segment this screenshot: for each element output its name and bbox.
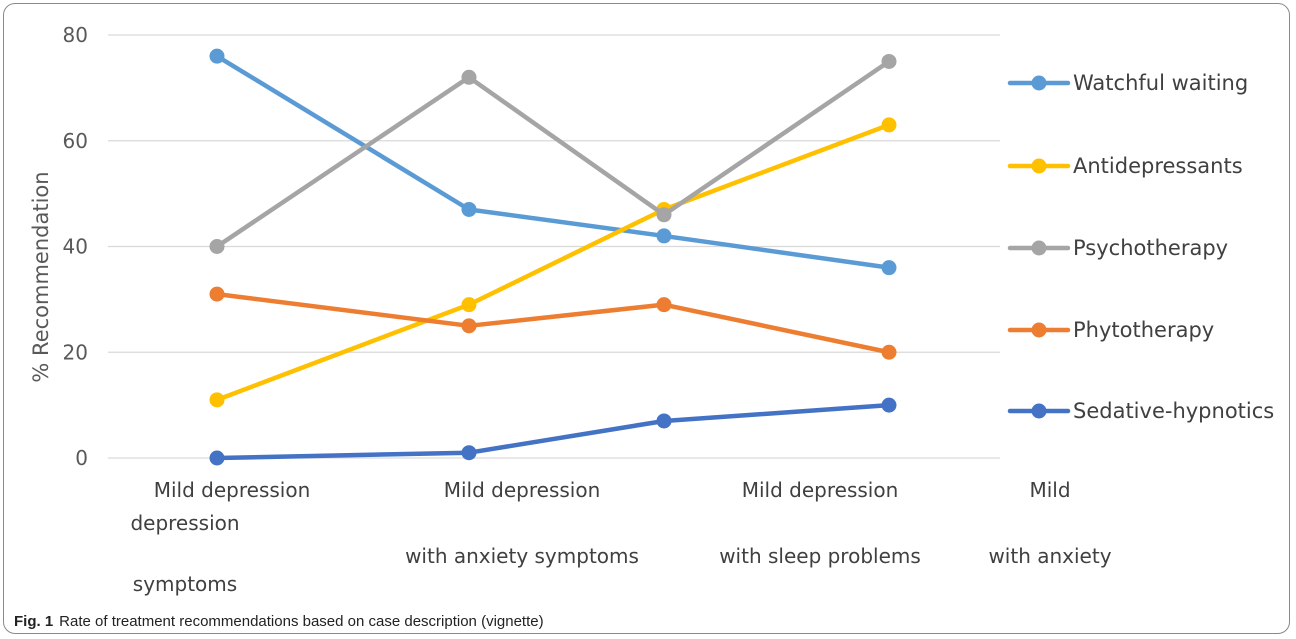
data-point xyxy=(656,413,672,429)
data-point xyxy=(881,53,897,69)
data-point xyxy=(881,117,897,133)
legend-item: Watchful waiting xyxy=(1007,71,1248,95)
data-point xyxy=(209,239,225,254)
x-category-label: with anxiety xyxy=(988,544,1111,568)
figure-caption: Fig. 1 Rate of treatment recommendations … xyxy=(14,613,544,630)
legend: Watchful waiting Antidepressants Psychothe… xyxy=(1007,71,1274,423)
y-tick-label: 40 xyxy=(63,235,88,259)
data-point xyxy=(209,48,225,64)
data-point xyxy=(209,392,225,408)
data-point xyxy=(881,344,897,360)
legend-marker xyxy=(1031,322,1047,338)
legend-marker xyxy=(1031,75,1047,91)
x-category-label: depression xyxy=(130,511,239,535)
data-point xyxy=(461,69,477,85)
legend-marker xyxy=(1031,403,1047,419)
y-tick-label: 60 xyxy=(63,129,88,153)
legend-item: Antidepressants xyxy=(1007,154,1243,178)
series-psychotherapy xyxy=(209,53,897,254)
legend-label: Antidepressants xyxy=(1073,154,1243,178)
data-point xyxy=(209,450,225,466)
data-point xyxy=(656,207,672,223)
series-phytotherapy xyxy=(209,286,897,360)
y-tick-label: 80 xyxy=(63,23,88,47)
y-tick-label: 0 xyxy=(75,446,88,470)
series-line xyxy=(214,59,892,249)
legend-marker xyxy=(1031,158,1047,174)
x-axis-categories: Mild depression depression symptoms Mild de… xyxy=(130,478,1111,596)
x-category-label: with sleep problems xyxy=(719,544,921,568)
series-line xyxy=(214,402,892,461)
data-point xyxy=(461,201,477,217)
data-point xyxy=(881,397,897,413)
series-line xyxy=(214,291,892,355)
x-category-label: Mild xyxy=(1029,478,1070,502)
data-point xyxy=(461,318,477,334)
legend-label: Psychotherapy xyxy=(1073,236,1228,260)
data-point xyxy=(656,228,672,244)
x-category-label: with anxiety symptoms xyxy=(405,544,639,568)
series-line xyxy=(214,53,892,270)
data-point xyxy=(881,260,897,276)
series-sedative-hypnotics xyxy=(209,397,897,466)
x-category-label: Mild depression xyxy=(154,478,311,502)
series-line xyxy=(214,122,892,403)
data-point xyxy=(461,297,477,313)
y-tick-label: 20 xyxy=(63,340,88,364)
caption-text: Rate of treatment recommendations based … xyxy=(59,613,544,630)
x-category-label: symptoms xyxy=(133,572,237,596)
series-layer xyxy=(209,48,897,466)
gridlines xyxy=(108,34,1000,459)
y-axis-ticks: 0 20 40 60 80 xyxy=(63,23,88,470)
legend-item: Psychotherapy xyxy=(1007,236,1228,260)
figure-frame xyxy=(3,3,1290,634)
legend-label: Watchful waiting xyxy=(1073,71,1248,95)
data-point xyxy=(209,286,225,302)
x-category-label: Mild depression xyxy=(444,478,601,502)
data-point xyxy=(656,297,672,313)
data-point xyxy=(461,445,477,461)
series-antidepressants xyxy=(209,117,897,408)
legend-label: Phytotherapy xyxy=(1073,318,1214,342)
legend-label: Sedative-hypnotics xyxy=(1073,399,1274,423)
caption-label: Fig. 1 xyxy=(14,613,54,630)
y-axis-label: % Recommendation xyxy=(29,171,53,382)
legend-marker xyxy=(1031,240,1047,256)
series-watchful-waiting xyxy=(209,48,897,276)
x-category-label: Mild depression xyxy=(742,478,899,502)
legend-item: Phytotherapy xyxy=(1007,318,1214,342)
legend-item: Sedative-hypnotics xyxy=(1007,399,1274,423)
